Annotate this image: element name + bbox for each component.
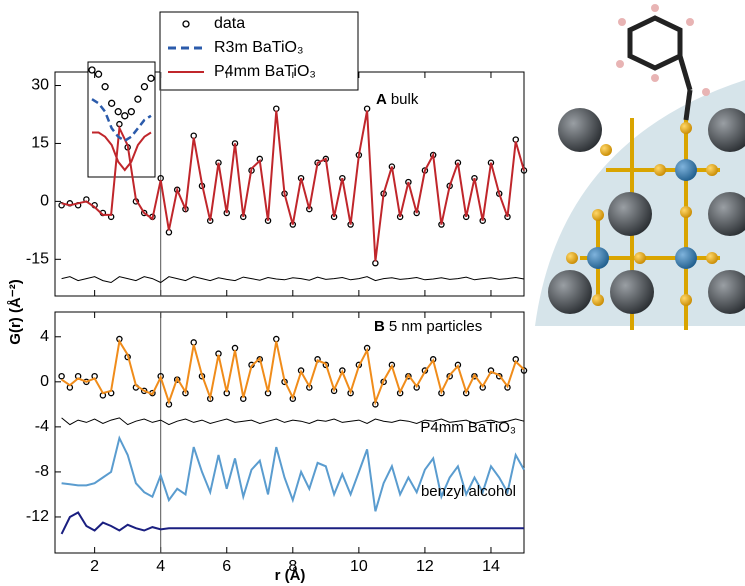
data-line xyxy=(61,110,525,262)
legend-box xyxy=(159,11,359,91)
data-marker xyxy=(140,83,149,91)
y-tick-label: 15 xyxy=(31,135,49,152)
legend-marker xyxy=(182,20,190,28)
x-tick-label: 2 xyxy=(90,558,99,575)
data-marker xyxy=(147,74,155,82)
data-line xyxy=(60,511,524,535)
legend-label: R3m BaTiO₃ xyxy=(214,39,304,56)
data-line xyxy=(61,417,525,426)
x-tick-label: 12 xyxy=(416,558,434,575)
data-marker xyxy=(58,201,65,209)
y-tick-label: 0 xyxy=(40,373,49,390)
data-marker xyxy=(134,95,142,103)
data-marker xyxy=(94,70,103,78)
structure-illustration xyxy=(535,4,745,330)
legend-label: P4mm BaTiO₃ xyxy=(214,63,316,80)
y-tick-label: 0 xyxy=(40,193,49,210)
inset-frame xyxy=(87,61,156,178)
data-marker xyxy=(190,132,197,139)
data-marker xyxy=(322,361,330,369)
panel-b-frame xyxy=(54,311,525,554)
data-marker xyxy=(446,372,453,380)
data-marker xyxy=(108,99,116,107)
data-marker xyxy=(495,372,503,380)
data-marker xyxy=(114,108,122,116)
data-line xyxy=(61,276,525,284)
data-line xyxy=(92,131,152,172)
data-marker xyxy=(83,378,90,386)
x-tick-label: 14 xyxy=(482,558,500,575)
y-tick-label: 4 xyxy=(40,328,49,345)
panel-letter: B xyxy=(374,318,385,335)
data-marker xyxy=(88,66,96,74)
x-tick-label: 8 xyxy=(288,558,297,575)
data-marker xyxy=(58,372,65,380)
panel-text: bulk xyxy=(391,91,419,108)
panel-text: 5 nm particles xyxy=(389,318,482,335)
x-tick-label: 4 xyxy=(156,558,165,575)
data-marker xyxy=(127,108,135,116)
x-tick-label: 6 xyxy=(222,558,231,575)
data-marker xyxy=(273,105,280,112)
y-tick-label: -4 xyxy=(35,418,49,435)
y-tick-label: -8 xyxy=(35,463,49,480)
data-marker xyxy=(121,112,129,120)
y-tick-label: 30 xyxy=(31,77,49,94)
panel-letter: A xyxy=(376,91,387,108)
data-marker xyxy=(231,344,239,352)
data-line xyxy=(61,435,525,512)
data-line xyxy=(91,98,152,143)
curve-label: benzyl alcohol xyxy=(421,483,516,500)
x-axis-label: r (Å) xyxy=(275,567,306,584)
curve-label: P4mm BaTiO₃ xyxy=(420,419,516,436)
data-marker xyxy=(520,367,528,374)
data-marker xyxy=(372,259,379,267)
x-tick-label: 10 xyxy=(350,558,368,575)
data-marker xyxy=(190,339,197,346)
data-marker xyxy=(273,335,280,343)
legend-label: data xyxy=(214,15,245,32)
data-marker xyxy=(101,83,109,91)
y-tick-label: -12 xyxy=(26,508,49,525)
y-axis-label: G(r) (Å⁻²) xyxy=(7,279,24,344)
y-tick-label: -15 xyxy=(26,251,49,268)
data-line xyxy=(61,338,525,406)
data-marker xyxy=(140,209,148,217)
